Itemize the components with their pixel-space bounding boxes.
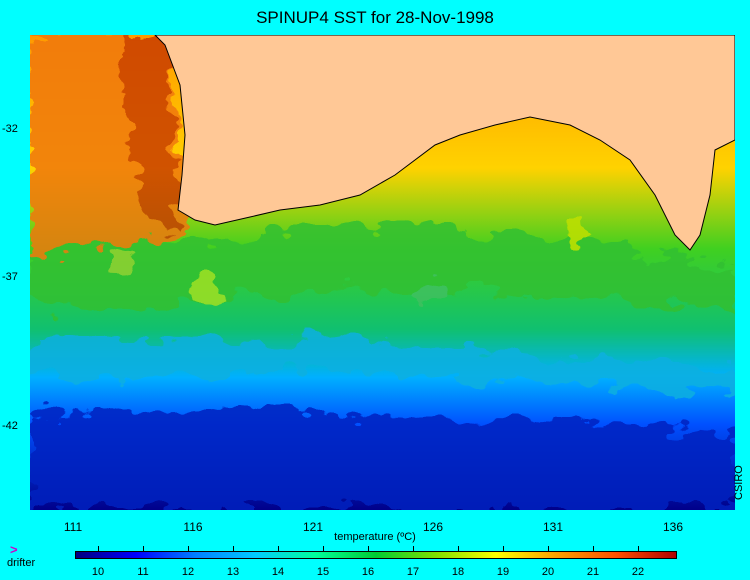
colorbar-tick-label: 16 — [361, 566, 375, 578]
colorbar-tick-label: 15 — [316, 566, 330, 578]
colorbar — [75, 551, 677, 559]
lon-label-136: 136 — [662, 520, 684, 534]
lon-label-121: 121 — [302, 520, 324, 534]
colorbar-tick-label: 21 — [586, 566, 600, 578]
colorbar-tick — [593, 546, 594, 551]
colorbar-tick — [278, 546, 279, 551]
colorbar-tick-label: 14 — [271, 566, 285, 578]
colorbar-tick — [323, 546, 324, 551]
colorbar-tick — [413, 546, 414, 551]
colorbar-tick-label: 20 — [541, 566, 555, 578]
colorbar-label: temperature (ºC) — [334, 531, 416, 543]
colorbar-tick-label: 18 — [451, 566, 465, 578]
colorbar-tick-label: 10 — [91, 566, 105, 578]
lon-label-126: 126 — [422, 520, 444, 534]
colorbar-tick-label: 19 — [496, 566, 510, 578]
colorbar-tick — [548, 546, 549, 551]
colorbar-tick — [458, 546, 459, 551]
colorbar-tick — [638, 546, 639, 551]
australia-land — [154, 35, 735, 251]
colorbar-tick — [143, 546, 144, 551]
drifter-icon: > — [10, 542, 18, 557]
sst-map[interactable] — [30, 35, 735, 510]
colorbar-tick — [233, 546, 234, 551]
sst-field — [30, 35, 735, 510]
colorbar-tick-label: 11 — [137, 566, 149, 578]
lon-label-111: 111 — [63, 520, 83, 534]
colorbar-tick-label: 17 — [406, 566, 420, 578]
colorbar-tick — [98, 546, 99, 551]
colorbar-tick — [503, 546, 504, 551]
colorbar-tick-label: 22 — [631, 566, 645, 578]
lat-label-42: -42 — [2, 420, 18, 432]
colorbar-tick — [368, 546, 369, 551]
sst-eddies — [30, 35, 735, 510]
map-title: SPINUP4 SST for 28-Nov-1998 — [256, 8, 494, 27]
drifter-label: drifter — [7, 557, 36, 569]
colorbar-tick-label: 12 — [181, 566, 195, 578]
colorbar-tick — [188, 546, 189, 551]
colorbar-tick-label: 13 — [226, 566, 240, 578]
lat-label-37: -37 — [2, 271, 18, 283]
lat-label-32: -32 — [2, 123, 18, 135]
lon-label-131: 131 — [542, 520, 564, 534]
credit-label: CSIRO — [733, 465, 745, 500]
lon-label-116: 116 — [183, 520, 203, 534]
